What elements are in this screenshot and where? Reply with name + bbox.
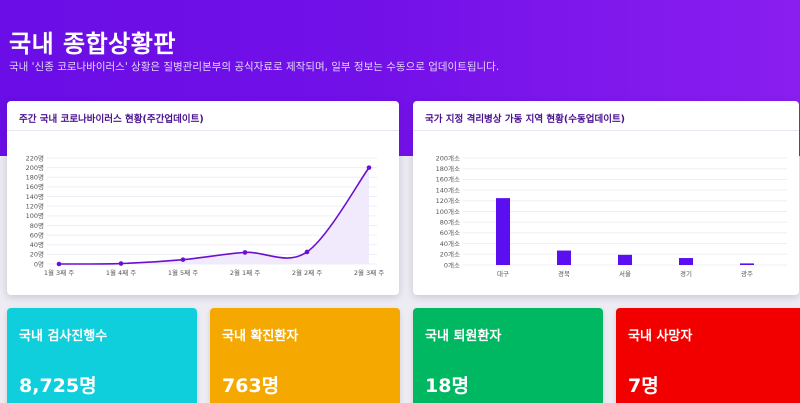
stat-label: 국내 확진환자 — [222, 329, 299, 344]
y-tick-label: 0명 — [34, 259, 44, 268]
x-tick-label: 대구 — [497, 270, 509, 278]
region-card-title: 국가 지정 격리병상 가동 지역 현황(수동업데이트) — [413, 101, 799, 131]
y-tick-label: 180명 — [26, 173, 44, 182]
data-point — [118, 261, 124, 266]
stat-value: 8,725명 — [19, 375, 97, 397]
x-tick-label: 2월 2째 주 — [292, 268, 322, 277]
x-tick-label: 서울 — [619, 269, 631, 278]
y-tick-label: 160개소 — [436, 175, 460, 184]
weekly-line-chart: 0명20명40명60명80명100명120명140명160명180명200명22… — [26, 153, 385, 277]
bar — [740, 263, 754, 265]
bar — [679, 258, 693, 265]
y-tick-label: 200개소 — [436, 153, 460, 162]
weekly-status-card: 주간 국내 코로나바이러스 현황(주간업데이트) 0명 20명 40명 60명 80명 1… — [7, 101, 399, 295]
y-tick-label: 80개소 — [440, 218, 460, 227]
y-tick-label: 140명 — [26, 192, 44, 201]
data-point — [366, 165, 372, 170]
x-tick-label: 1월 5째 주 — [168, 268, 198, 277]
x-tick-label: 경기 — [680, 269, 692, 278]
y-tick-label: 180개소 — [436, 164, 460, 173]
y-tick-label: 220명 — [26, 153, 44, 162]
x-tick-label: 광주 — [741, 270, 753, 278]
y-tick-label: 40명 — [30, 240, 44, 249]
x-tick-label: 2월 3째 주 — [354, 268, 384, 277]
y-tick-label: 0개소 — [444, 260, 460, 269]
y-tick-label: 60명 — [30, 230, 44, 239]
x-tick-label: 2월 1째 주 — [230, 268, 260, 277]
y-tick-label: 20명 — [30, 250, 44, 259]
x-tick-label: 1월 4째 주 — [106, 268, 136, 277]
page-subtitle: 국내 '신종 코로나바이러스' 상황은 질병관리본부의 공식자료로 제작되며, … — [9, 61, 500, 73]
y-tick-label: 20개소 — [440, 250, 460, 259]
bar — [618, 254, 632, 265]
weekly-card-title: 주간 국내 코로나바이러스 현황(주간업데이트) — [7, 101, 399, 131]
bar — [557, 250, 571, 265]
stat-card-released: 국내 퇴원환자 18명 — [413, 308, 603, 403]
y-tick-label: 120개소 — [436, 196, 460, 205]
stat-label: 국내 퇴원환자 — [425, 329, 502, 344]
data-point — [242, 250, 248, 255]
region-status-card: 국가 지정 격리병상 가동 지역 현황(수동업데이트) 0개소 20개소 40개소 6… — [413, 101, 799, 295]
y-tick-label: 120명 — [26, 201, 44, 210]
data-point — [56, 261, 62, 267]
bar — [496, 198, 510, 265]
stat-card-deaths: 국내 사망자 7명 — [616, 308, 800, 403]
stat-value: 18명 — [425, 375, 469, 397]
stat-card-confirmed: 국내 확진환자 763명 — [210, 308, 400, 403]
stat-value: 7명 — [628, 375, 659, 397]
data-point — [180, 257, 186, 262]
y-tick-label: 100개소 — [436, 207, 460, 216]
x-tick-label: 경북 — [558, 269, 570, 278]
x-tick-label: 1월 3째 주 — [44, 268, 74, 277]
y-tick-label: 160명 — [26, 182, 44, 191]
line-area-fill — [59, 167, 369, 265]
y-tick-label: 40개소 — [440, 239, 460, 248]
page-title: 국내 종합상황판 — [9, 30, 176, 58]
y-tick-label: 60개소 — [440, 228, 460, 237]
stat-card-tests: 국내 검사진행수 8,725명 — [7, 308, 197, 403]
data-point — [304, 249, 310, 255]
stat-label: 국내 검사진행수 — [19, 329, 108, 344]
stat-value: 763명 — [222, 375, 280, 397]
y-tick-label: 80명 — [30, 221, 44, 230]
stat-label: 국내 사망자 — [628, 329, 693, 344]
y-tick-label: 140개소 — [436, 185, 460, 194]
y-tick-label: 200명 — [26, 163, 44, 172]
y-tick-label: 100명 — [26, 211, 44, 220]
